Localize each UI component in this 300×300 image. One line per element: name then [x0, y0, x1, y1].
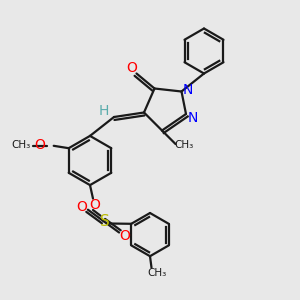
Text: H: H: [98, 104, 109, 118]
Text: CH₃: CH₃: [11, 140, 30, 150]
Text: N: N: [188, 111, 198, 124]
Text: CH₃: CH₃: [174, 140, 194, 151]
Text: O: O: [76, 200, 87, 214]
Text: O: O: [120, 229, 130, 242]
Text: O: O: [34, 138, 45, 152]
Text: CH₃: CH₃: [147, 268, 166, 278]
Text: N: N: [182, 83, 193, 97]
Text: O: O: [89, 198, 100, 212]
Text: S: S: [100, 214, 109, 229]
Text: O: O: [127, 61, 137, 75]
